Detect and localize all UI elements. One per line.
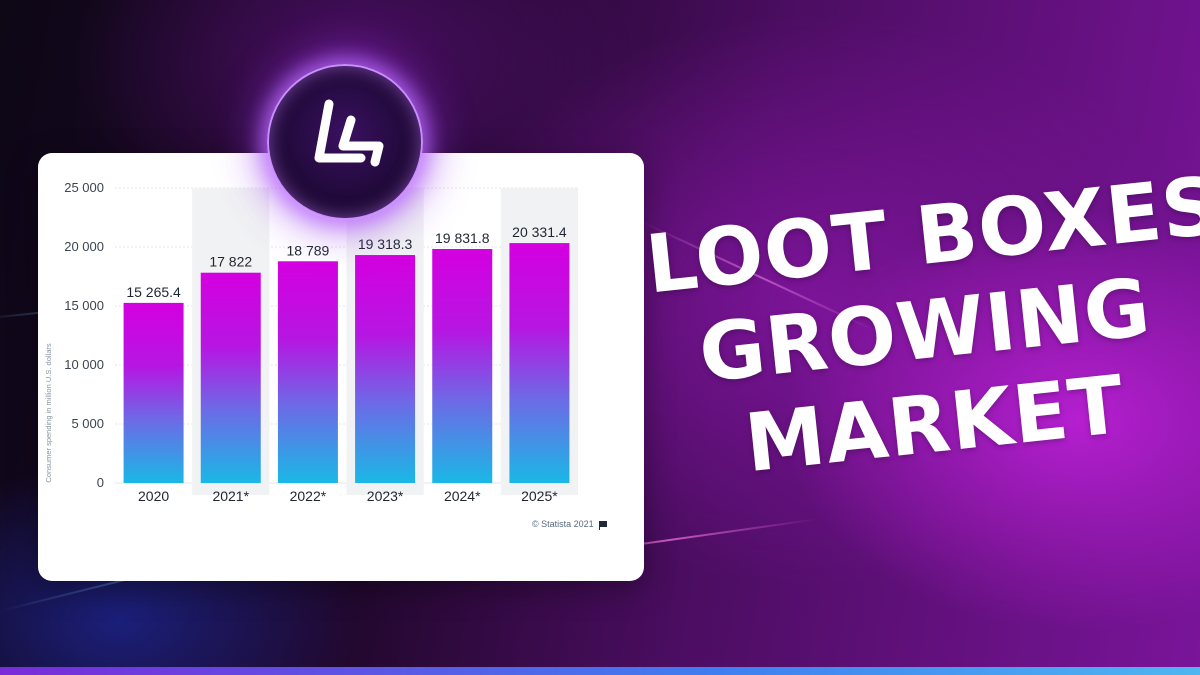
bar-2021[interactable] <box>200 272 261 483</box>
x-tick-label: 2023* <box>367 488 404 504</box>
credit-text: © Statista 2021 <box>532 519 594 529</box>
source-credit: © Statista 2021 <box>532 519 607 530</box>
data-label: 17 822 <box>209 254 252 270</box>
y-tick-label: 0 <box>97 475 104 490</box>
data-label: 19 318.3 <box>358 236 413 252</box>
logo-icon <box>314 99 384 167</box>
y-tick-label: 20 000 <box>64 239 104 254</box>
data-label: 15 265.4 <box>126 284 181 300</box>
bar-2023[interactable] <box>355 255 416 483</box>
headline: LOOT BOXES GROWING MARKET <box>642 159 1200 500</box>
data-label: 18 789 <box>287 242 330 258</box>
bar-2022[interactable] <box>277 261 338 483</box>
bottom-accent-bar <box>0 667 1200 675</box>
y-tick-label: 5 000 <box>71 416 104 431</box>
x-tick-label: 2025* <box>521 488 558 504</box>
x-tick-label: 2024* <box>444 488 481 504</box>
bar-2020[interactable] <box>123 302 184 483</box>
x-tick-label: 2020 <box>138 488 169 504</box>
y-axis-label: Consumer spending in million U.S. dollar… <box>44 343 53 482</box>
x-tick-label: 2021* <box>212 488 249 504</box>
bar-chart: 0 5 000 10 000 15 000 20 000 25 000 15 265.4 2… <box>44 180 578 504</box>
x-tick-label: 2022* <box>290 488 327 504</box>
data-label: 20 331.4 <box>512 224 567 240</box>
logo-badge <box>267 64 423 220</box>
bar-2024[interactable] <box>432 248 493 483</box>
flag-icon <box>598 521 607 530</box>
y-tick-label: 25 000 <box>64 180 104 195</box>
bar-2025[interactable] <box>509 243 570 483</box>
y-tick-label: 10 000 <box>64 357 104 372</box>
data-label: 19 831.8 <box>435 230 490 246</box>
y-tick-label: 15 000 <box>64 298 104 313</box>
